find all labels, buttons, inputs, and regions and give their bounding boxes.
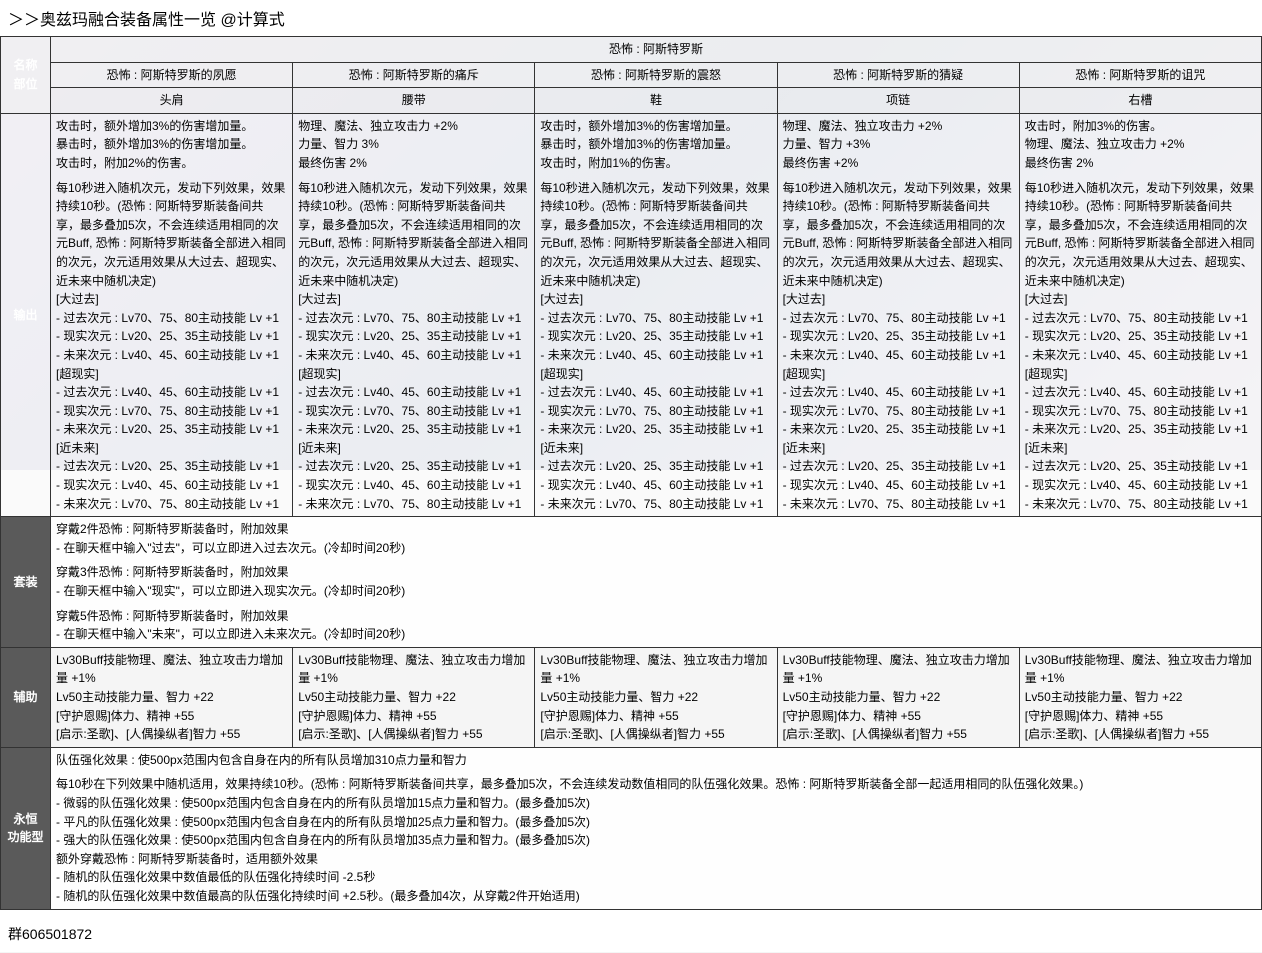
col-part-2: 鞋 xyxy=(535,88,777,114)
assist-cell-3: Lv30Buff技能物理、魔法、独立攻击力增加量 +1%Lv50主动技能力量、智… xyxy=(777,647,1019,747)
col-name-0: 恐怖 : 阿斯特罗斯的夙愿 xyxy=(51,62,293,88)
output-cell-3: 物理、魔法、独立攻击力 +2%力量、智力 +3%最终伤害 +2%每10秒进入随机… xyxy=(777,113,1019,516)
eternal-row: 永恒功能型 队伍强化效果 : 使500px范围内包含自身在内的所有队员增加310… xyxy=(1,747,1262,909)
assist-cell-2: Lv30Buff技能物理、魔法、独立攻击力增加量 +1%Lv50主动技能力量、智… xyxy=(535,647,777,747)
output-cell-2: 攻击时，额外增加3%的伤害增加量。暴击时，额外增加3%的伤害增加量。攻击时，附加… xyxy=(535,113,777,516)
part-row: 头肩 腰带 鞋 项链 右槽 xyxy=(1,88,1262,114)
col-name-1: 恐怖 : 阿斯特罗斯的痛斥 xyxy=(293,62,535,88)
output-header: 输出 xyxy=(1,113,51,516)
column-names-row: 恐怖 : 阿斯特罗斯的夙愿 恐怖 : 阿斯特罗斯的痛斥 恐怖 : 阿斯特罗斯的震… xyxy=(1,62,1262,88)
col-part-3: 项链 xyxy=(777,88,1019,114)
output-cell-0: 攻击时，额外增加3%的伤害增加量。暴击时，额外增加3%的伤害增加量。攻击时，附加… xyxy=(51,113,293,516)
assist-header-cell: 辅助 xyxy=(1,647,51,747)
col-name-2: 恐怖 : 阿斯特罗斯的震怒 xyxy=(535,62,777,88)
equipment-table: 名称部位 恐怖 : 阿斯特罗斯 恐怖 : 阿斯特罗斯的夙愿 恐怖 : 阿斯特罗斯… xyxy=(0,36,1262,910)
col-name-3: 恐怖 : 阿斯特罗斯的猜疑 xyxy=(777,62,1019,88)
set-name-header: 恐怖 : 阿斯特罗斯 xyxy=(51,37,1262,63)
page-title: ＞＞奥兹玛融合装备属性一览 @计算式 xyxy=(0,0,1262,36)
assist-cell-4: Lv30Buff技能物理、魔法、独立攻击力增加量 +1%Lv50主动技能力量、智… xyxy=(1019,647,1261,747)
eternal-header-cell: 永恒功能型 xyxy=(1,747,51,909)
assist-row: 辅助 Lv30Buff技能物理、魔法、独立攻击力增加量 +1%Lv50主动技能力… xyxy=(1,647,1262,747)
set-row: 套装 穿戴2件恐怖 : 阿斯特罗斯装备时，附加效果- 在聊天框中输入"过去"，可… xyxy=(1,517,1262,648)
output-cell-1: 物理、魔法、独立攻击力 +2%力量、智力 3%最终伤害 2%每10秒进入随机次元… xyxy=(293,113,535,516)
assist-cell-0: Lv30Buff技能物理、魔法、独立攻击力增加量 +1%Lv50主动技能力量、智… xyxy=(51,647,293,747)
assist-cell-1: Lv30Buff技能物理、魔法、独立攻击力增加量 +1%Lv50主动技能力量、智… xyxy=(293,647,535,747)
set-text: 穿戴2件恐怖 : 阿斯特罗斯装备时，附加效果- 在聊天框中输入"过去"，可以立即… xyxy=(51,517,1262,648)
col-part-0: 头肩 xyxy=(51,88,293,114)
set-header-cell: 套装 xyxy=(1,517,51,648)
col-part-1: 腰带 xyxy=(293,88,535,114)
footer-text: 群606501872 xyxy=(0,910,1262,952)
eternal-text: 队伍强化效果 : 使500px范围内包含自身在内的所有队员增加310点力量和智力… xyxy=(51,747,1262,909)
header-name-part: 名称部位 xyxy=(1,37,51,114)
output-row: 输出 攻击时，额外增加3%的伤害增加量。暴击时，额外增加3%的伤害增加量。攻击时… xyxy=(1,113,1262,516)
output-cell-4: 攻击时，附加3%的伤害。物理、魔法、独立攻击力 +2%最终伤害 2%每10秒进入… xyxy=(1019,113,1261,516)
col-part-4: 右槽 xyxy=(1019,88,1261,114)
col-name-4: 恐怖 : 阿斯特罗斯的诅咒 xyxy=(1019,62,1261,88)
